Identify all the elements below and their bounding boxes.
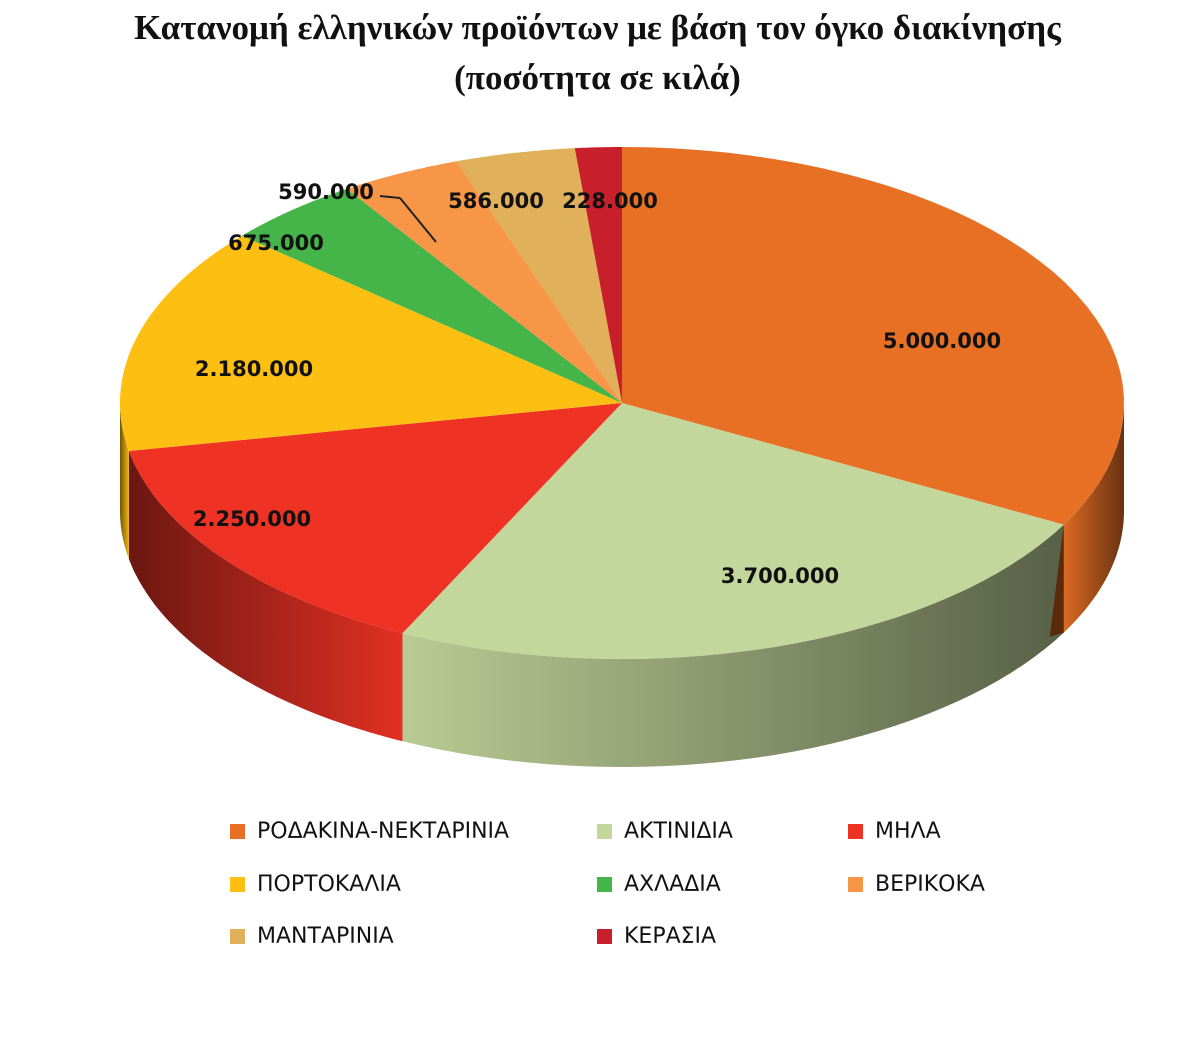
legend-swatch <box>230 929 245 944</box>
pie-slice-1[interactable] <box>622 147 1124 525</box>
chart-title: Κατανομή ελληνικών προϊόντων με βάση τον… <box>134 8 1061 47</box>
legend-item: ΚΕΡΑΣΙΑ <box>597 924 716 949</box>
legend-label: ΜΗΛΑ <box>875 819 941 844</box>
legend-item: ΒΕΡΙΚΟΚΑ <box>848 872 985 897</box>
legend-item: ΑΧΛΑΔΙΑ <box>597 872 721 897</box>
leader-line <box>379 195 401 199</box>
pie-slice-8[interactable] <box>574 147 622 403</box>
leader-line <box>399 197 437 243</box>
pie-side-1 <box>1063 403 1124 633</box>
legend-swatch <box>230 824 245 839</box>
legend-label: ΠΟΡΤΟΚΑΛΙΑ <box>257 872 401 897</box>
legend-swatch <box>848 824 863 839</box>
data-label: 2.180.000 <box>195 357 313 381</box>
legend-item: ΜΗΛΑ <box>848 819 941 844</box>
data-label: 590.000 <box>278 180 374 204</box>
pie-slice-4[interactable] <box>120 235 622 451</box>
pie-side-2 <box>402 524 1064 767</box>
pie-edge-wall <box>1049 524 1064 637</box>
pie-slice-5[interactable] <box>241 188 622 403</box>
legend-swatch <box>230 877 245 892</box>
data-label: 675.000 <box>228 231 324 255</box>
pie-slice-3[interactable] <box>128 403 622 634</box>
pie-side-4 <box>120 403 129 559</box>
legend-label: ΚΕΡΑΣΙΑ <box>624 924 717 949</box>
legend-swatch <box>597 877 612 892</box>
data-label: 2.250.000 <box>193 507 311 531</box>
pie-slice-6[interactable] <box>346 161 622 403</box>
legend-item: ΜΑΝΤΑΡΙΝΙΑ <box>230 924 394 949</box>
legend-label: ΜΑΝΤΑΡΙΝΙΑ <box>257 924 394 949</box>
pie-slice-7[interactable] <box>456 148 622 403</box>
legend-item: ΡΟΔΑΚΙΝΑ-ΝΕΚΤΑΡΙΝΙΑ <box>230 819 509 844</box>
legend-swatch <box>597 929 612 944</box>
legend-label: ΑΧΛΑΔΙΑ <box>624 872 721 897</box>
data-label: 5.000.000 <box>883 329 1001 353</box>
data-label: 586.000 <box>448 189 544 213</box>
legend-swatch <box>848 877 863 892</box>
legend-swatch <box>597 824 612 839</box>
data-label: 228.000 <box>562 189 658 213</box>
data-label: 3.700.000 <box>721 564 839 588</box>
legend-label: ΑΚΤΙΝΙΔΙΑ <box>624 819 733 844</box>
pie-slice-2[interactable] <box>402 403 1064 659</box>
pie-side-3 <box>128 451 403 742</box>
chart-subtitle: (ποσότητα σε κιλά) <box>454 58 741 97</box>
legend-item: ΠΟΡΤΟΚΑΛΙΑ <box>230 872 401 897</box>
legend-label: ΒΕΡΙΚΟΚΑ <box>875 872 985 897</box>
legend-label: ΡΟΔΑΚΙΝΑ-ΝΕΚΤΑΡΙΝΙΑ <box>257 819 510 844</box>
legend-item: ΑΚΤΙΝΙΔΙΑ <box>597 819 733 844</box>
